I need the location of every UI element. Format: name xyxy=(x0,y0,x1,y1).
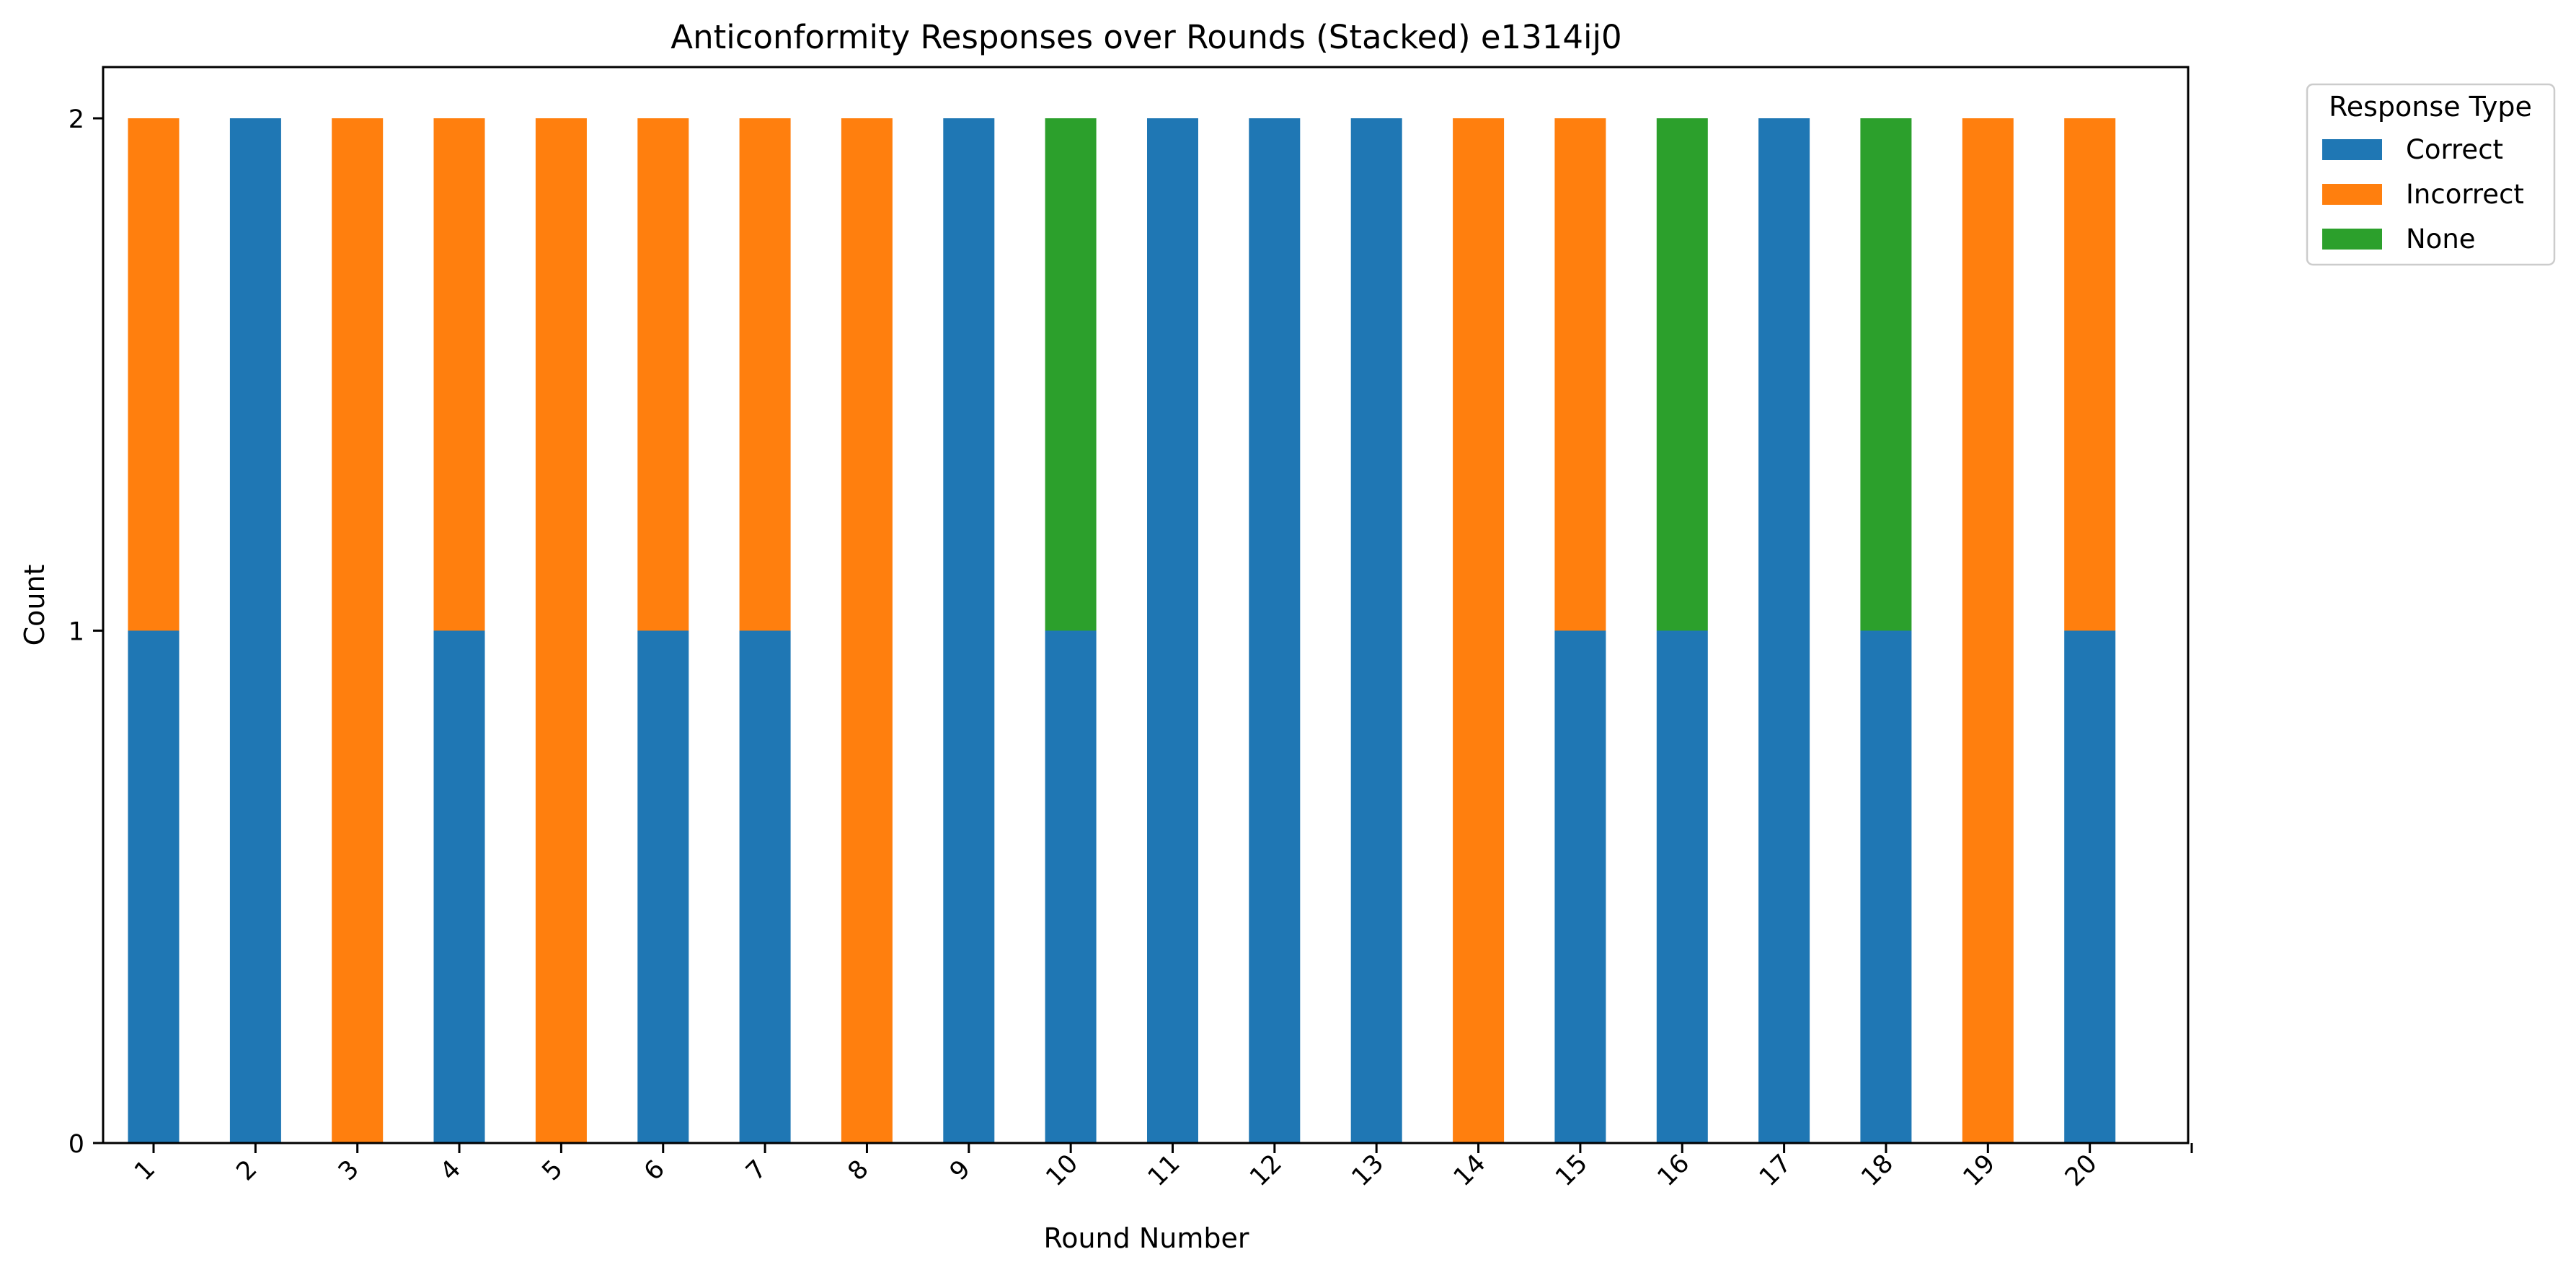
axes-layer xyxy=(102,66,2190,1144)
y-tick-label: 2 xyxy=(68,105,84,134)
bar-incorrect-round-20 xyxy=(2064,118,2116,631)
bar-correct-round-12 xyxy=(1249,118,1301,1143)
legend-frame xyxy=(2306,83,2556,266)
legend-swatch-none xyxy=(2322,229,2382,250)
bar-correct-round-4 xyxy=(433,630,485,1143)
bar-correct-round-1 xyxy=(128,630,180,1143)
bar-correct-round-2 xyxy=(229,118,281,1143)
y-axis-label: Count xyxy=(19,565,50,646)
bar-incorrect-round-7 xyxy=(739,118,791,631)
bar-none-round-16 xyxy=(1656,118,1708,631)
bar-correct-round-20 xyxy=(2064,630,2116,1143)
bar-incorrect-round-8 xyxy=(841,118,893,1143)
bar-incorrect-round-6 xyxy=(637,118,689,631)
legend-title: Response Type xyxy=(2329,91,2532,123)
bar-correct-round-11 xyxy=(1147,118,1198,1143)
bar-none-round-10 xyxy=(1045,118,1097,631)
bar-correct-round-17 xyxy=(1758,118,1810,1143)
legend-label-incorrect: Incorrect xyxy=(2406,179,2524,210)
plot-frame xyxy=(102,66,2190,1144)
y-tick-label: 0 xyxy=(68,1130,84,1159)
legend-swatch-correct xyxy=(2322,139,2382,160)
chart-title: Anticonformity Responses over Rounds (St… xyxy=(670,18,1621,56)
bar-correct-round-15 xyxy=(1554,630,1606,1143)
bar-correct-round-13 xyxy=(1350,118,1402,1143)
bars-layer xyxy=(128,118,2116,1143)
x-axis-label: Round Number xyxy=(1044,1222,1249,1254)
legend-swatch-incorrect xyxy=(2322,184,2382,205)
bar-correct-round-6 xyxy=(637,630,689,1143)
y-tick-label: 1 xyxy=(68,618,84,647)
y-ticks: 0 1 2 xyxy=(68,105,103,1159)
bar-correct-round-9 xyxy=(943,118,995,1143)
bar-incorrect-round-4 xyxy=(433,118,485,631)
bar-incorrect-round-5 xyxy=(535,118,587,1143)
bar-incorrect-round-15 xyxy=(1554,118,1606,631)
bar-incorrect-round-19 xyxy=(1962,118,2014,1143)
bar-correct-round-16 xyxy=(1656,630,1708,1143)
legend: Response Type Correct Incorrect None xyxy=(2306,83,2556,266)
bar-correct-round-10 xyxy=(1045,630,1097,1143)
bar-incorrect-round-1 xyxy=(128,118,180,631)
bar-incorrect-round-14 xyxy=(1453,118,1505,1143)
legend-entries: Correct Incorrect None xyxy=(2322,134,2524,255)
bar-incorrect-round-3 xyxy=(332,118,384,1143)
bar-correct-round-7 xyxy=(739,630,791,1143)
legend-label-none: None xyxy=(2406,224,2476,255)
bar-none-round-18 xyxy=(1860,118,1912,631)
legend-label-correct: Correct xyxy=(2406,134,2503,165)
bar-correct-round-18 xyxy=(1860,630,1912,1143)
